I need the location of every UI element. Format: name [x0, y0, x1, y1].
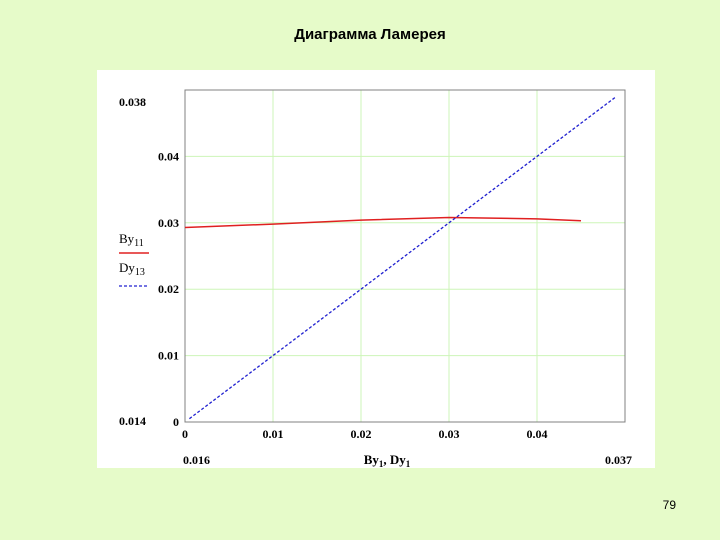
series-line-by11: [184, 216, 582, 229]
grid-lines: [185, 90, 625, 422]
tick-labels: 0 0.01 0.02 0.03 0.04 0 0.01 0.02 0.03 0.04: [158, 149, 548, 441]
slide-title: Диаграмма Ламерея: [294, 26, 446, 43]
x-tick-label: 0.03: [439, 427, 460, 441]
page-number: 79: [662, 498, 676, 512]
y-range-top-label: 0.038: [119, 95, 146, 109]
y-tick-label: 0.02: [158, 282, 179, 296]
x-tick-label: 0.02: [351, 427, 372, 441]
legend: By11 Dy13: [119, 231, 149, 287]
y-tick-label: 0: [173, 415, 179, 429]
y-tick-label: 0.03: [158, 216, 179, 230]
x-range-right-label: 0.037: [605, 453, 632, 467]
y-tick-label: 0.01: [158, 349, 179, 363]
x-axis-label: By1, Dy1: [364, 452, 411, 468]
plot-panel: 0 0.01 0.02 0.03 0.04 0 0.01 0.02 0.03 0.04 0.038…: [97, 70, 655, 468]
y-tick-label: 0.04: [158, 149, 179, 163]
lamerey-diagram-chart: 0 0.01 0.02 0.03 0.04 0 0.01 0.02 0.03 0.04 0.038…: [119, 89, 632, 468]
legend-label-dy13: Dy13: [119, 260, 145, 278]
x-tick-label: 0.01: [263, 427, 284, 441]
x-tick-label: 0.04: [527, 427, 548, 441]
legend-label-by11: By11: [119, 231, 144, 249]
x-range-left-label: 0.016: [183, 453, 210, 467]
y-range-bottom-label: 0.014: [119, 414, 146, 428]
axes: [184, 89, 626, 423]
series-line-dy13: [189, 96, 617, 420]
series-lines: [184, 96, 617, 420]
x-tick-label: 0: [182, 427, 188, 441]
plot-frame: [184, 89, 626, 423]
